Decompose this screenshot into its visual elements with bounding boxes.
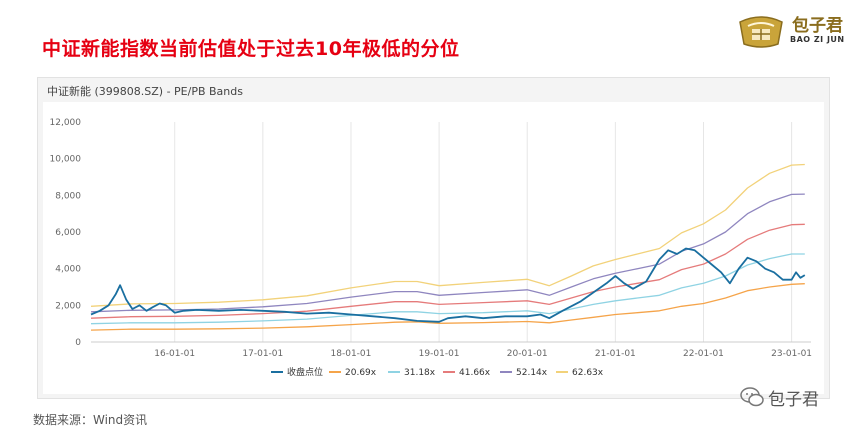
y-tick-label: 4,000: [55, 265, 81, 275]
x-tick-label: 17-01-01: [242, 349, 283, 359]
series-line-close: [90, 247, 806, 323]
y-tick-label: 6,000: [55, 228, 81, 238]
y-tick-label: 0: [75, 338, 81, 348]
y-tick-label: 12,000: [50, 118, 82, 128]
chart-title: 中证新能 (399808.SZ) - PE/PB Bands: [47, 85, 243, 98]
watermark-text: 包子君: [768, 390, 819, 410]
chart-panel: 中证新能 (399808.SZ) - PE/PB Bands 0 2,000 4,0…: [37, 77, 830, 399]
wechat-watermark: 包子君: [730, 384, 860, 410]
x-tick-label: 23-01-01: [771, 349, 812, 359]
x-tick-label: 18-01-01: [331, 349, 372, 359]
y-tick-label: 8,000: [55, 191, 81, 201]
series-line-b3: [90, 223, 805, 319]
logo-en-text: BAO ZI JUN: [790, 35, 845, 44]
y-tick-label: 2,000: [55, 301, 81, 311]
x-tick-label: 21-01-01: [595, 349, 636, 359]
series-line-b2: [90, 253, 805, 325]
legend-label-close: 收盘点位: [287, 366, 323, 378]
x-tick-label: 16-01-01: [154, 349, 195, 359]
x-tick-label: 22-01-01: [683, 349, 724, 359]
y-tick-label: 10,000: [50, 155, 82, 165]
chart-area: 0 2,000 4,000 6,000 8,000 10,000 12,000 16-01-0…: [43, 102, 824, 394]
legend-label-b3: 41.66x: [459, 368, 491, 378]
legend-label-b5: 62.63x: [572, 368, 604, 378]
slide-title: 中证新能指数当前估值处于过去10年极低的分位: [42, 38, 460, 60]
legend-label-b2: 31.18x: [404, 368, 436, 378]
brand-logo: 包子君 BAO ZI JUN: [734, 10, 854, 50]
series-line-b4: [90, 193, 805, 313]
pe-band-chart: 0 2,000 4,000 6,000 8,000 10,000 12,000 16-01-0…: [50, 118, 813, 378]
legend-label-b4: 52.14x: [516, 368, 548, 378]
wechat-icon: [740, 387, 764, 407]
logo-cn-text: 包子君: [792, 16, 843, 36]
legend-label-b1: 20.69x: [345, 368, 377, 378]
series-line-b1: [90, 283, 805, 331]
source-note: 数据来源：Wind资讯: [33, 413, 148, 427]
x-tick-label: 20-01-01: [507, 349, 548, 359]
logo-emblem-icon: [739, 16, 783, 48]
series-line-b5: [90, 163, 805, 307]
x-tick-label: 19-01-01: [419, 349, 460, 359]
